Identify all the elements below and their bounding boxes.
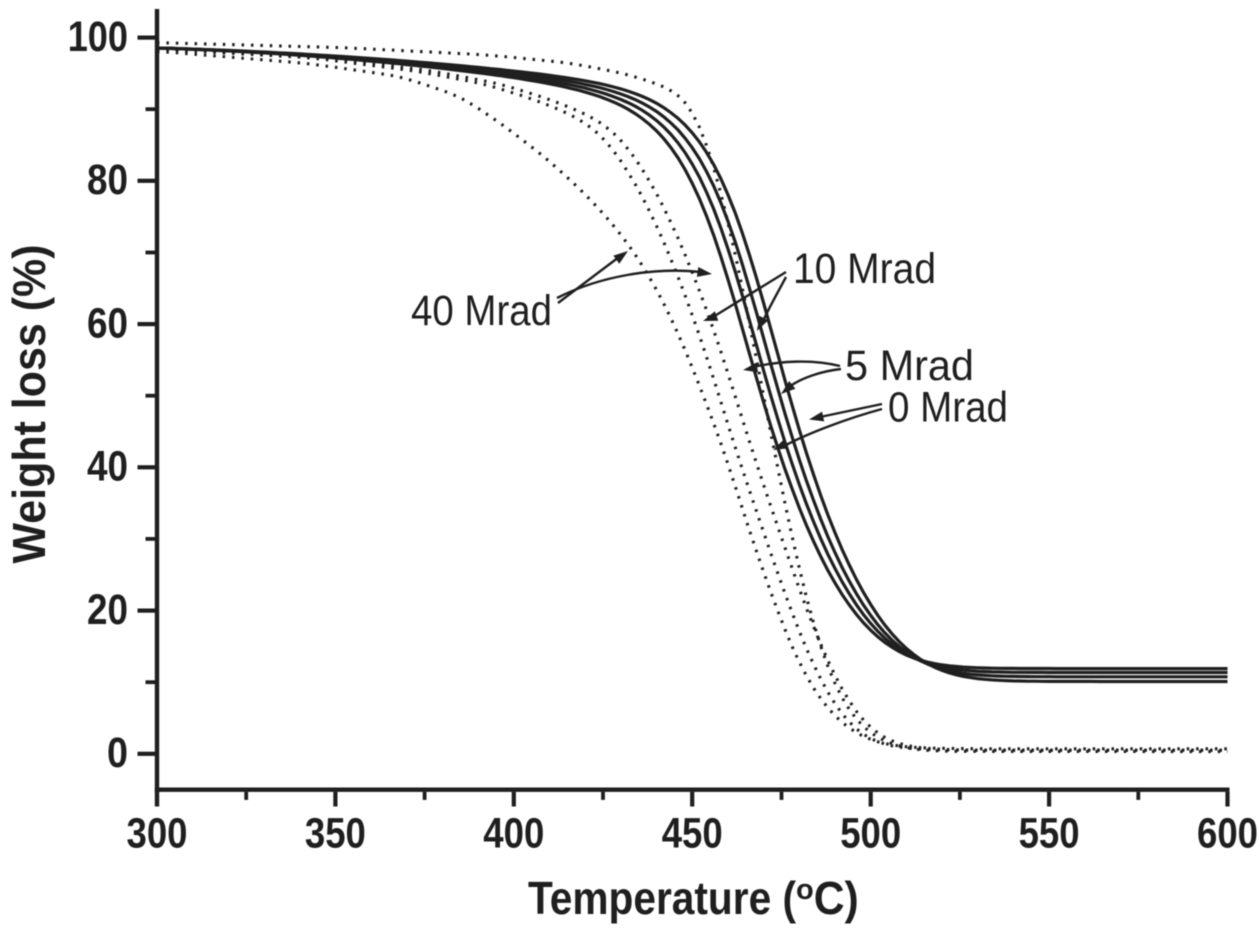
svg-text:0: 0 bbox=[107, 729, 128, 777]
svg-text:60: 60 bbox=[87, 299, 128, 347]
svg-text:550: 550 bbox=[1019, 810, 1080, 858]
svg-text:100: 100 bbox=[68, 13, 128, 61]
svg-text:Weight loss (%): Weight loss (%) bbox=[3, 245, 55, 564]
svg-text:40 Mrad: 40 Mrad bbox=[411, 287, 552, 335]
svg-text:0 Mrad: 0 Mrad bbox=[888, 384, 1008, 432]
svg-text:500: 500 bbox=[840, 810, 901, 858]
svg-text:5 Mrad: 5 Mrad bbox=[845, 342, 974, 390]
svg-text:10 Mrad: 10 Mrad bbox=[793, 245, 936, 293]
svg-text:300: 300 bbox=[127, 810, 188, 858]
svg-text:600: 600 bbox=[1197, 810, 1258, 858]
svg-text:450: 450 bbox=[662, 810, 723, 858]
svg-text:20: 20 bbox=[87, 586, 128, 634]
svg-text:80: 80 bbox=[87, 156, 128, 204]
svg-text:400: 400 bbox=[483, 810, 544, 858]
svg-text:350: 350 bbox=[305, 810, 366, 858]
svg-text:40: 40 bbox=[87, 443, 128, 491]
svg-text:Temperature (oC): Temperature (oC) bbox=[528, 872, 859, 924]
